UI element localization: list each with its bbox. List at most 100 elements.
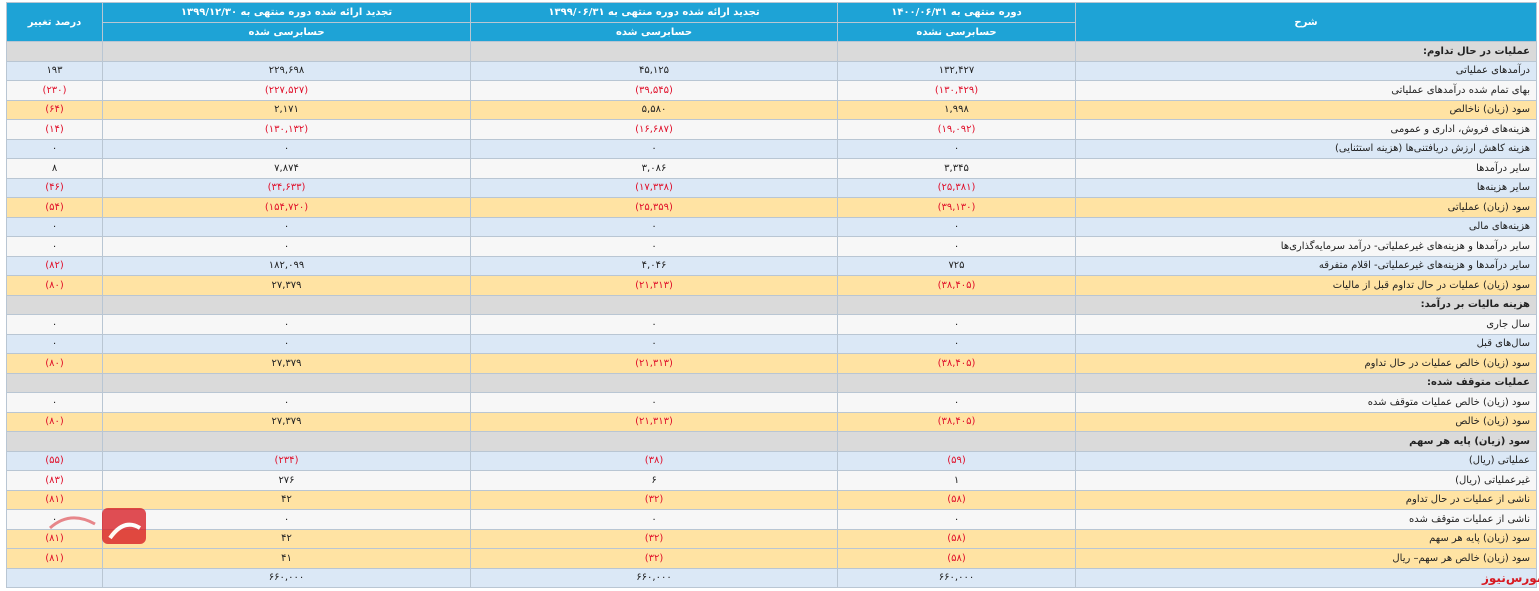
- table-row: هزینه‌های فروش، اداری و عمومی (۱۹,۰۹۲) (۱۶…: [6, 119, 1537, 140]
- table-row: سایر درآمدها ۳,۳۴۵ ۳,۰۸۶ ۷,۸۷۴ ۸: [6, 158, 1537, 179]
- value-period-1: ۷۲۵: [837, 255, 1076, 276]
- row-label: هزینه‌های مالی: [1075, 216, 1537, 237]
- table-row: سایر هزینه‌ها (۲۵,۳۸۱) (۱۷,۳۳۸) (۳۴,۶۳۳) (۴۶…: [6, 177, 1537, 198]
- section-label: عملیات در حال تداوم:: [1075, 41, 1537, 62]
- section-label: هزینه مالیات بر درآمد:: [1075, 294, 1537, 315]
- value-period-3: ۰: [102, 509, 471, 530]
- value-period-1: ۰: [837, 333, 1076, 354]
- value-change-percent: (۱۴): [6, 119, 103, 140]
- value-change-percent: ۱۹۳: [6, 60, 103, 81]
- section-empty-cell: [6, 294, 103, 315]
- value-change-percent: ۰: [6, 138, 103, 159]
- row-label: [1075, 567, 1537, 588]
- value-change-percent: (۸۰): [6, 353, 103, 374]
- value-change-percent: (۸۱): [6, 528, 103, 549]
- value-change-percent: (۸۱): [6, 548, 103, 569]
- value-period-1: (۲۵,۳۸۱): [837, 177, 1076, 198]
- table-row: ناشی از عملیات در حال تداوم (۵۸) (۳۲) ۴۲ (۸۱…: [6, 489, 1537, 510]
- value-period-2: ۰: [470, 236, 838, 257]
- row-label: ناشی از عملیات متوقف شده: [1075, 509, 1537, 530]
- table-row: سایر درآمدها و هزینه‌های غیرعملیاتی- اقل…: [6, 255, 1537, 276]
- section-row: عملیات در حال تداوم:: [6, 41, 1537, 62]
- value-period-3: ۱۸۲,۰۹۹: [102, 255, 471, 276]
- table-row: سود (زیان) خالص عملیات متوقف شده ۰ ۰ ۰ ۰: [6, 392, 1537, 413]
- row-label: غیرعملیاتی (ریال): [1075, 470, 1537, 491]
- value-period-3: ۰: [102, 314, 471, 335]
- row-label: سود (زیان) خالص: [1075, 411, 1537, 432]
- row-label: درآمدهای عملیاتی: [1075, 60, 1537, 81]
- section-empty-cell: [6, 372, 103, 393]
- value-period-1: (۳۸,۴۰۵): [837, 411, 1076, 432]
- brand-logo-text: بورس‌نیوز: [1482, 571, 1539, 585]
- value-period-2: ۶: [470, 470, 838, 491]
- section-empty-cell: [470, 294, 838, 315]
- header-row: شرح دوره منتهی به ۱۴۰۰/۰۶/۳۱ تجدید ارائه…: [6, 2, 1537, 42]
- section-empty-cell: [470, 41, 838, 62]
- value-period-1: ۰: [837, 236, 1076, 257]
- value-period-1: ۱,۹۹۸: [837, 99, 1076, 120]
- value-change-percent: (۸۳): [6, 470, 103, 491]
- section-empty-cell: [837, 294, 1076, 315]
- value-period-2: ۰: [470, 314, 838, 335]
- value-change-percent: (۶۴): [6, 99, 103, 120]
- income-statement-table: شرح دوره منتهی به ۱۴۰۰/۰۶/۳۱ تجدید ارائه…: [6, 2, 1537, 588]
- value-period-2: (۳۲): [470, 489, 838, 510]
- value-period-3: ۴۲: [102, 528, 471, 549]
- value-period-3: ۲۲۹,۶۹۸: [102, 60, 471, 81]
- row-label: هزینه‌های فروش، اداری و عمومی: [1075, 119, 1537, 140]
- row-label: هزینه کاهش ارزش دریافتنی‌ها (هزینه استثن…: [1075, 138, 1537, 159]
- value-period-3: ۲۷,۳۷۹: [102, 275, 471, 296]
- value-period-2: (۲۱,۳۱۳): [470, 353, 838, 374]
- row-label: سود (زیان) عملیاتی: [1075, 197, 1537, 218]
- value-period-2: ۴,۰۴۶: [470, 255, 838, 276]
- value-period-2: ۵,۵۸۰: [470, 99, 838, 120]
- value-period-1: ۰: [837, 314, 1076, 335]
- table-row: سود (زیان) خالص عملیات در حال تداوم (۳۸,۴…: [6, 353, 1537, 374]
- table-row: سود (زیان) پایه هر سهم (۵۸) (۳۲) ۴۲ (۸۱): [6, 528, 1537, 549]
- value-period-3: ۰: [102, 138, 471, 159]
- table-row: هزینه‌های مالی ۰ ۰ ۰ ۰: [6, 216, 1537, 237]
- value-period-1: ۰: [837, 216, 1076, 237]
- value-period-2: ۰: [470, 138, 838, 159]
- section-empty-cell: [837, 41, 1076, 62]
- value-period-2: ۰: [470, 392, 838, 413]
- brand-watermark-logo: [48, 508, 146, 544]
- section-row: عملیات متوقف شده:: [6, 372, 1537, 393]
- header-subrow: حسابرسی نشده حسابرسی شده حسابرسی شده: [7, 22, 1537, 42]
- value-period-1: ۰: [837, 392, 1076, 413]
- value-period-2: (۲۵,۳۵۹): [470, 197, 838, 218]
- value-period-3: ۰: [102, 333, 471, 354]
- value-period-3: ۲۷۶: [102, 470, 471, 491]
- table-row: غیرعملیاتی (ریال) ۱ ۶ ۲۷۶ (۸۳): [6, 470, 1537, 491]
- section-empty-cell: [102, 372, 471, 393]
- table-row: سود (زیان) ناخالص ۱,۹۹۸ ۵,۵۸۰ ۲,۱۷۱ (۶۴): [6, 99, 1537, 120]
- section-label: سود (زیان) پایه هر سهم: [1075, 431, 1537, 452]
- table-row: سایر درآمدها و هزینه‌های غیرعملیاتی- درآ…: [6, 236, 1537, 257]
- section-row: سود (زیان) پایه هر سهم: [6, 431, 1537, 452]
- value-period-1: (۵۸): [837, 528, 1076, 549]
- value-period-2: (۳۸): [470, 450, 838, 471]
- column-header-change: درصد تغییر: [6, 2, 103, 42]
- value-period-3: ۰: [102, 392, 471, 413]
- value-period-2: (۳۹,۵۴۵): [470, 80, 838, 101]
- section-empty-cell: [837, 372, 1076, 393]
- column-header-period-3: تجدید ارائه شده دوره منتهی به ۱۳۹۹/۱۲/۳۰: [102, 2, 471, 23]
- section-empty-cell: [837, 431, 1076, 452]
- table-row: سال جاری ۰ ۰ ۰ ۰: [6, 314, 1537, 335]
- value-period-2: ۴۵,۱۲۵: [470, 60, 838, 81]
- value-period-1: (۳۹,۱۳۰): [837, 197, 1076, 218]
- row-label: سود (زیان) عملیات در حال تداوم قبل از ما…: [1075, 275, 1537, 296]
- row-label: سایر درآمدها و هزینه‌های غیرعملیاتی- اقل…: [1075, 255, 1537, 276]
- value-period-1: ۱۳۲,۴۲۷: [837, 60, 1076, 81]
- value-change-percent: ۰: [6, 236, 103, 257]
- value-period-1: (۵۸): [837, 548, 1076, 569]
- value-period-2: ۶۶۰,۰۰۰: [470, 567, 838, 588]
- value-change-percent: ۰: [6, 314, 103, 335]
- section-empty-cell: [102, 41, 471, 62]
- value-change-percent: (۸۲): [6, 255, 103, 276]
- table-row: سود (زیان) خالص (۳۸,۴۰۵) (۲۱,۳۱۳) ۲۷,۳۷۹ (۸۰…: [6, 411, 1537, 432]
- value-change-percent: (۸۰): [6, 411, 103, 432]
- value-period-1: ۰: [837, 138, 1076, 159]
- value-period-2: (۲۱,۳۱۳): [470, 411, 838, 432]
- row-label: ناشی از عملیات در حال تداوم: [1075, 489, 1537, 510]
